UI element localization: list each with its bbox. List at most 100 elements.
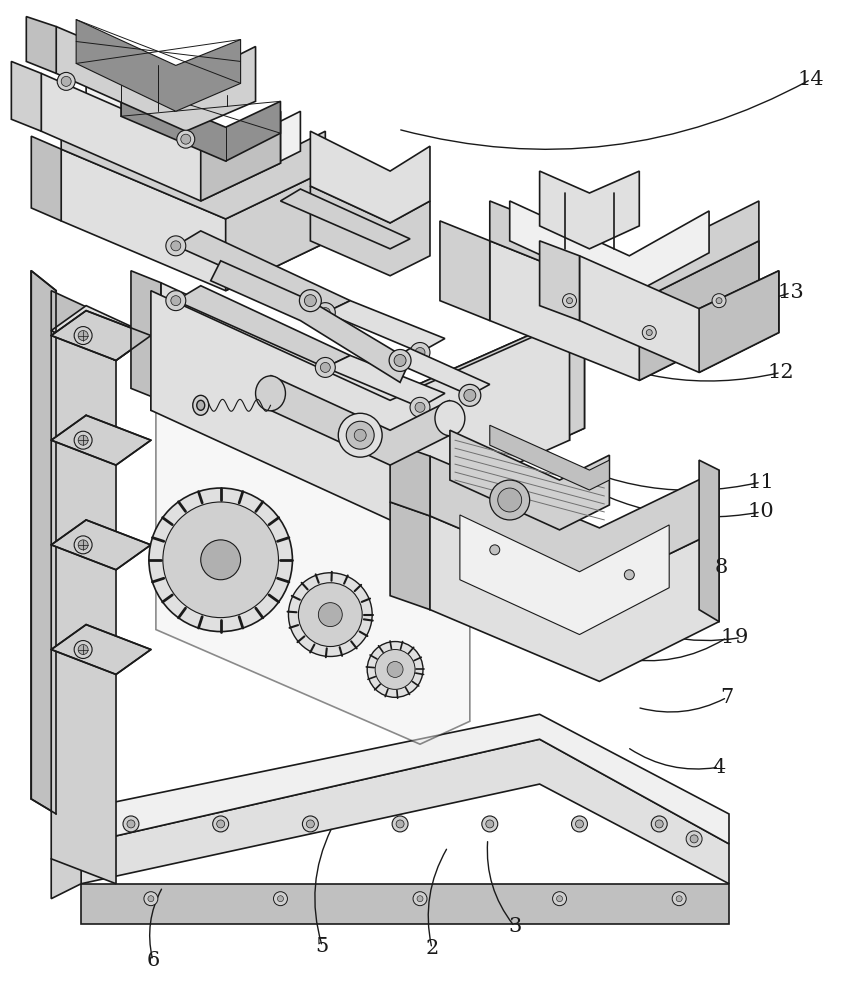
Circle shape	[58, 72, 75, 90]
Polygon shape	[156, 370, 470, 744]
Circle shape	[302, 816, 318, 832]
Text: 3: 3	[508, 917, 522, 936]
Circle shape	[127, 820, 135, 828]
Circle shape	[75, 327, 92, 345]
Ellipse shape	[197, 400, 205, 410]
Circle shape	[624, 570, 634, 580]
Circle shape	[304, 295, 316, 307]
Ellipse shape	[256, 376, 285, 411]
Polygon shape	[161, 283, 584, 512]
Circle shape	[338, 413, 382, 457]
Polygon shape	[490, 425, 609, 490]
Polygon shape	[42, 73, 280, 201]
Circle shape	[166, 236, 185, 256]
Circle shape	[712, 294, 726, 308]
Circle shape	[299, 290, 321, 312]
Circle shape	[676, 896, 682, 902]
Circle shape	[656, 820, 663, 828]
Text: 4: 4	[712, 758, 726, 777]
Polygon shape	[490, 241, 759, 380]
Circle shape	[490, 480, 529, 520]
Circle shape	[201, 540, 241, 580]
Circle shape	[148, 896, 154, 902]
Circle shape	[673, 892, 686, 906]
Polygon shape	[450, 430, 609, 530]
Polygon shape	[270, 375, 450, 465]
Circle shape	[651, 816, 667, 832]
Polygon shape	[540, 171, 639, 249]
Circle shape	[646, 330, 652, 336]
Circle shape	[166, 291, 185, 311]
Circle shape	[354, 429, 366, 441]
Circle shape	[690, 835, 698, 843]
Polygon shape	[390, 502, 430, 610]
Circle shape	[486, 820, 494, 828]
Circle shape	[320, 308, 330, 318]
Polygon shape	[280, 189, 410, 249]
Polygon shape	[151, 291, 569, 440]
Circle shape	[394, 354, 406, 366]
Circle shape	[642, 326, 656, 340]
Circle shape	[177, 130, 195, 148]
Circle shape	[78, 540, 88, 550]
Polygon shape	[86, 81, 301, 186]
Circle shape	[163, 502, 279, 618]
Text: 6: 6	[147, 951, 159, 970]
Circle shape	[75, 641, 92, 658]
Circle shape	[498, 488, 522, 512]
Polygon shape	[176, 286, 351, 367]
Circle shape	[572, 816, 588, 832]
Circle shape	[567, 298, 573, 304]
Circle shape	[171, 241, 180, 251]
Circle shape	[171, 296, 180, 306]
Circle shape	[556, 896, 562, 902]
Circle shape	[149, 488, 292, 632]
Circle shape	[346, 421, 374, 449]
Circle shape	[318, 603, 342, 627]
Circle shape	[278, 896, 284, 902]
Circle shape	[417, 896, 423, 902]
Polygon shape	[540, 241, 579, 321]
Polygon shape	[325, 355, 445, 407]
Polygon shape	[201, 111, 280, 201]
Polygon shape	[639, 241, 759, 380]
Polygon shape	[76, 20, 241, 111]
Polygon shape	[31, 271, 56, 814]
Ellipse shape	[435, 401, 465, 436]
Circle shape	[213, 816, 229, 832]
Circle shape	[490, 545, 500, 555]
Polygon shape	[390, 348, 490, 395]
Circle shape	[78, 331, 88, 341]
Polygon shape	[430, 516, 719, 622]
Polygon shape	[56, 27, 256, 131]
Polygon shape	[225, 171, 325, 291]
Circle shape	[320, 362, 330, 372]
Circle shape	[552, 892, 567, 906]
Polygon shape	[699, 271, 779, 372]
Text: 10: 10	[748, 502, 774, 521]
Circle shape	[315, 357, 335, 377]
Polygon shape	[51, 625, 151, 674]
Text: 5: 5	[316, 937, 329, 956]
Circle shape	[217, 820, 224, 828]
Polygon shape	[390, 442, 430, 516]
Circle shape	[298, 583, 363, 647]
Polygon shape	[131, 271, 161, 400]
Text: 8: 8	[714, 558, 728, 577]
Circle shape	[392, 816, 408, 832]
Polygon shape	[81, 884, 729, 924]
Ellipse shape	[193, 395, 208, 415]
Circle shape	[375, 650, 415, 689]
Polygon shape	[61, 149, 325, 291]
Circle shape	[307, 820, 314, 828]
Circle shape	[389, 349, 411, 371]
Polygon shape	[51, 331, 116, 884]
Circle shape	[396, 820, 404, 828]
Circle shape	[410, 397, 430, 417]
Polygon shape	[51, 415, 151, 465]
Polygon shape	[61, 111, 325, 219]
Circle shape	[274, 892, 287, 906]
Circle shape	[562, 294, 577, 308]
Polygon shape	[151, 291, 569, 520]
Text: 1: 1	[720, 628, 734, 647]
